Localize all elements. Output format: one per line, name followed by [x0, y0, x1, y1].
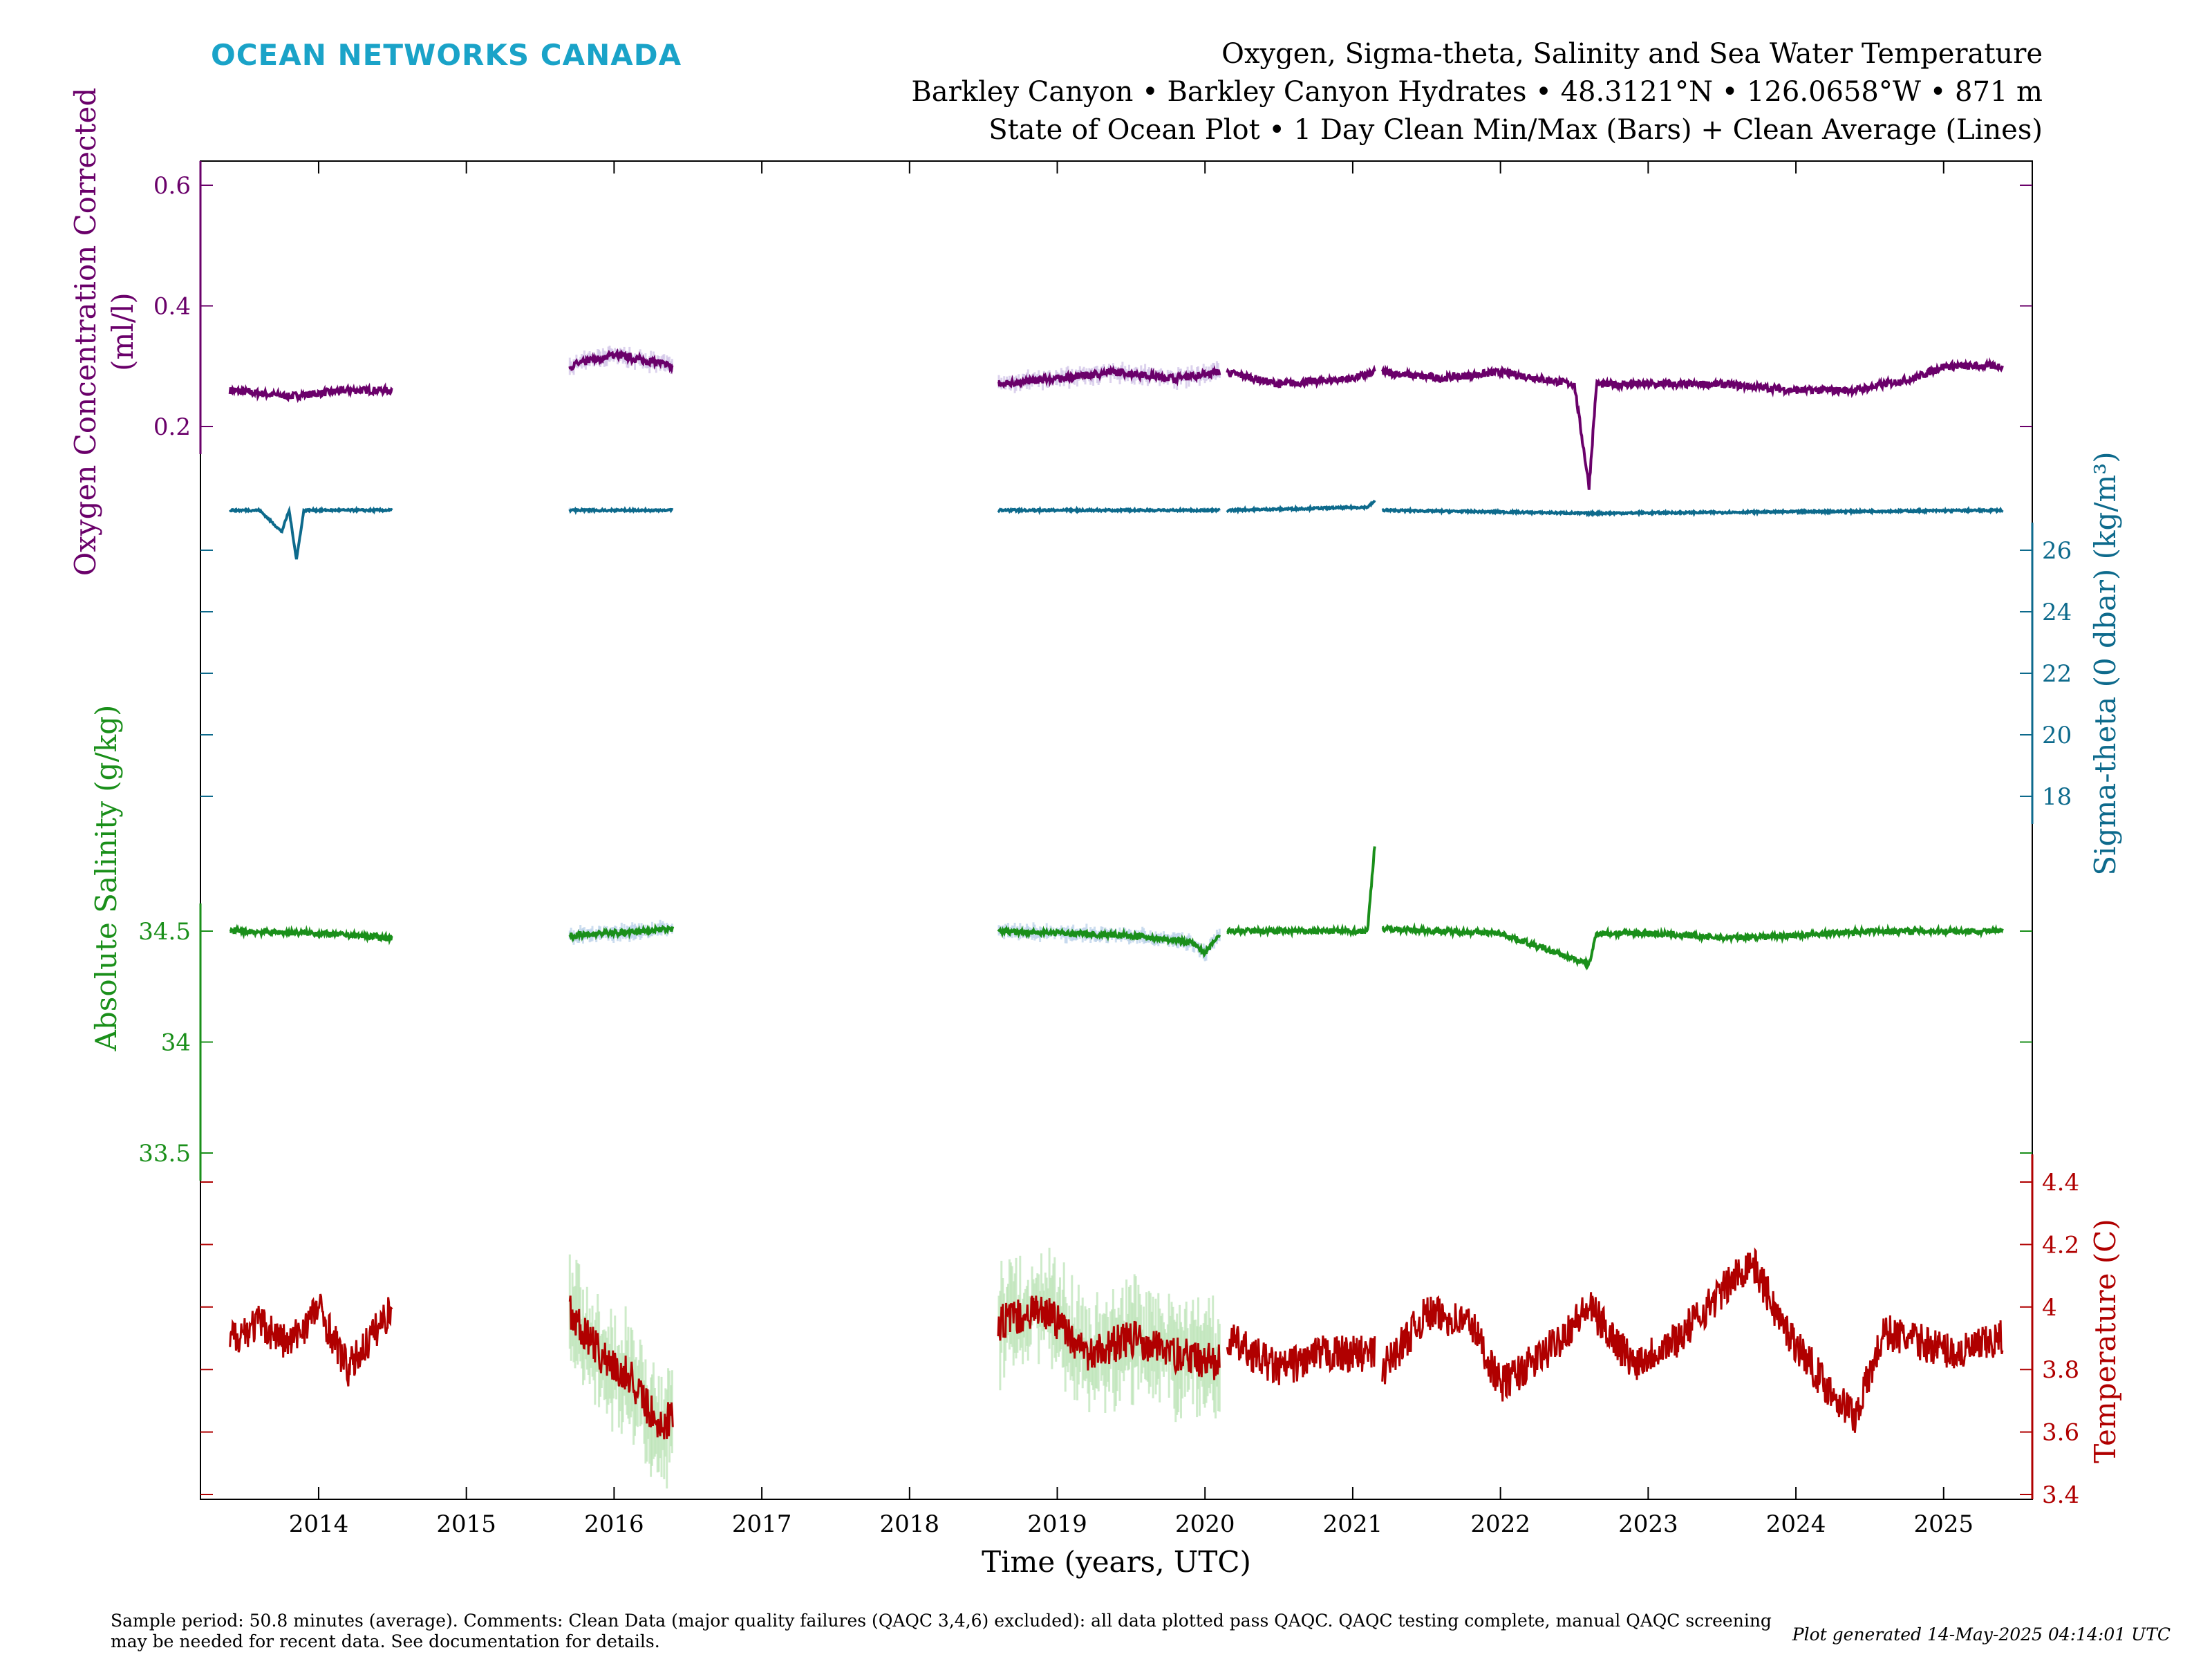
- salinity-y-tick-label: 34.5: [138, 918, 191, 946]
- oxygen-axis-label-unit: (ml/l): [106, 292, 140, 371]
- salinity-y-tick-label: 34: [161, 1029, 191, 1057]
- temperature-y-tick-label: 3.8: [2042, 1356, 2079, 1384]
- x-tick-label-2020: 2020: [1175, 1510, 1235, 1538]
- salinity-axis-label: Absolute Salinity (g/kg): [89, 705, 123, 1052]
- x-tick-label-2018: 2018: [880, 1510, 940, 1538]
- x-tick-label-2021: 2021: [1323, 1510, 1383, 1538]
- x-tick-label-2014: 2014: [289, 1510, 349, 1538]
- chart-subtitle-location: Barkley Canyon • Barkley Canyon Hydrates…: [911, 76, 2043, 108]
- minmax-bars-layer: [568, 346, 1221, 1489]
- oxygen-y-tick-label: 0.4: [153, 293, 191, 321]
- x-tick-label-2015: 2015: [436, 1510, 496, 1538]
- temperature-y-tick-label: 3.6: [2042, 1419, 2079, 1447]
- x-tick-label-2019: 2019: [1027, 1510, 1087, 1538]
- sigma-y-tick-label: 20: [2042, 722, 2072, 749]
- oxygen-y-tick-label: 0.2: [153, 413, 191, 441]
- x-tick-label-2023: 2023: [1618, 1510, 1678, 1538]
- x-tick-label-2016: 2016: [584, 1510, 644, 1538]
- axis-labels-layer: 2014 2015 2016 2017 2018 2019 2020 2021 2022 2023…: [68, 88, 2122, 1579]
- sigma-y-tick-label: 24: [2042, 599, 2072, 626]
- oxygen-y-tick-label: 0.6: [153, 172, 191, 200]
- sigma-axis-label: Sigma-theta (0 dbar) (kg/m³): [2088, 451, 2122, 875]
- brand-logo-text: OCEAN NETWORKS CANADA: [211, 38, 682, 72]
- sigma-y-tick-label: 22: [2042, 660, 2072, 688]
- chart-title: Oxygen, Sigma-theta, Salinity and Sea Wa…: [1221, 38, 2043, 70]
- plot-frame: [200, 160, 2033, 1500]
- temperature-y-tick-label: 4.2: [2042, 1231, 2079, 1259]
- sigma-y-tick-label: 26: [2042, 537, 2072, 565]
- footer-comments: Sample period: 50.8 minutes (average). C…: [111, 1611, 1772, 1651]
- sigma-y-tick-label: 18: [2042, 783, 2072, 811]
- temperature-y-tick-label: 4: [2042, 1294, 2057, 1322]
- temperature-y-tick-label: 4.4: [2042, 1169, 2079, 1197]
- x-tick-label-2024: 2024: [1766, 1510, 1826, 1538]
- salinity-average-line: [229, 846, 2004, 971]
- salinity-y-tick-label: 33.5: [138, 1140, 191, 1168]
- axes-layer: [199, 161, 2034, 1499]
- sigma-average-line: [229, 499, 2004, 560]
- chart-subtitle-description: State of Ocean Plot • 1 Day Clean Min/Ma…: [988, 114, 2043, 146]
- x-tick-label-2025: 2025: [1914, 1510, 1974, 1538]
- temperature-y-tick-label: 3.4: [2042, 1481, 2079, 1509]
- temperature-average-line: [229, 1247, 2004, 1440]
- x-axis-label: Time (years, UTC): [982, 1545, 1251, 1579]
- oxygen-axis-label: Oxygen Concentration Corrected: [68, 88, 102, 576]
- x-tick-label-2017: 2017: [732, 1510, 792, 1538]
- oxygen-average-line: [228, 348, 2004, 490]
- average-lines-layer: [228, 348, 2004, 1440]
- temperature-axis-label: Temperature (C): [2088, 1219, 2122, 1463]
- x-tick-label-2022: 2022: [1470, 1510, 1530, 1538]
- footer-generated-timestamp: Plot generated 14-May-2025 04:14:01 UTC: [1792, 1624, 2171, 1644]
